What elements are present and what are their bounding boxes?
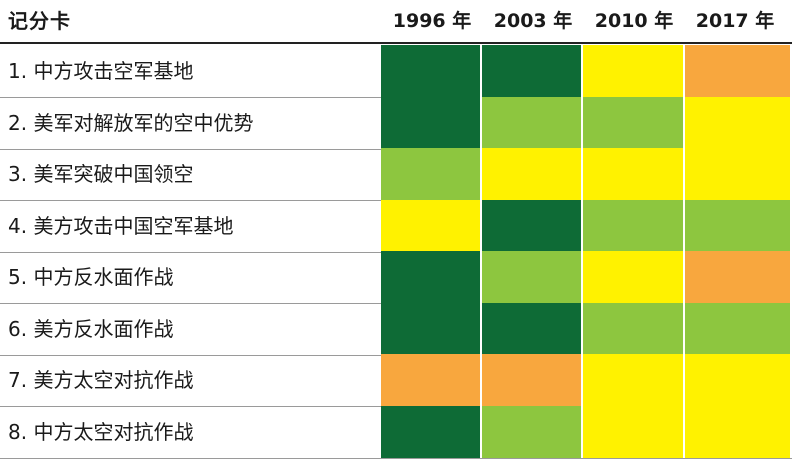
- rating-cell-2010: [583, 302, 685, 355]
- table-row: 7. 美方太空对抗作战: [0, 354, 792, 407]
- row-label: 2. 美军对解放军的空中优势: [8, 110, 254, 135]
- rating-cell-2010: [583, 148, 685, 200]
- rating-cell-2003: [482, 199, 583, 252]
- table-row: 8. 中方太空对抗作战: [0, 405, 792, 459]
- rating-cell-1996: [381, 96, 482, 149]
- rating-cell-2017: [685, 405, 792, 458]
- rating-cell-2017: [685, 148, 792, 200]
- rating-cell-1996: [381, 405, 482, 458]
- rating-cell-2017: [685, 251, 792, 303]
- table-title: 记分卡: [8, 9, 71, 33]
- rating-cell-2017: [685, 199, 792, 252]
- rating-cell-2003: [482, 148, 583, 200]
- rating-cell-2003: [482, 45, 583, 97]
- table-row: 4. 美方攻击中国空军基地: [0, 199, 792, 253]
- rating-cell-2003: [482, 354, 583, 406]
- table-row: 2. 美军对解放军的空中优势: [0, 96, 792, 150]
- rating-cell-2017: [685, 302, 792, 355]
- header-divider: [0, 42, 792, 44]
- row-label: 8. 中方太空对抗作战: [8, 419, 194, 444]
- rating-cell-2010: [583, 354, 685, 406]
- column-header-2003: 2003 年: [493, 10, 573, 32]
- row-label: 6. 美方反水面作战: [8, 316, 174, 341]
- table-header: 记分卡 1996 年 2003 年 2010 年 2017 年: [0, 0, 792, 44]
- table-row: 3. 美军突破中国领空: [0, 148, 792, 201]
- rating-cell-1996: [381, 302, 482, 355]
- row-label: 4. 美方攻击中国空军基地: [8, 213, 234, 238]
- row-label: 5. 中方反水面作战: [8, 265, 174, 289]
- rating-cell-2010: [583, 251, 685, 303]
- row-label: 1. 中方攻击空军基地: [8, 59, 194, 83]
- rating-cell-2010: [583, 45, 685, 97]
- rating-cell-1996: [381, 251, 482, 303]
- rating-cell-1996: [381, 199, 482, 252]
- row-label: 3. 美军突破中国领空: [8, 162, 194, 186]
- table-row: 1. 中方攻击空军基地: [0, 45, 792, 98]
- rating-cell-2010: [583, 199, 685, 252]
- rating-cell-2003: [482, 251, 583, 303]
- row-label: 7. 美方太空对抗作战: [8, 368, 194, 392]
- rating-cell-2010: [583, 96, 685, 149]
- rating-cell-2003: [482, 96, 583, 149]
- column-header-2010: 2010 年: [594, 10, 674, 32]
- rating-cell-2017: [685, 45, 792, 97]
- column-header-1996: 1996 年: [392, 10, 472, 32]
- column-header-2017: 2017 年: [695, 10, 775, 32]
- rating-cell-2003: [482, 405, 583, 458]
- rating-cell-2017: [685, 96, 792, 149]
- rating-cell-1996: [381, 148, 482, 200]
- rating-cell-2010: [583, 405, 685, 458]
- rating-cell-2003: [482, 302, 583, 355]
- rating-cell-1996: [381, 45, 482, 97]
- rating-cell-2017: [685, 354, 792, 406]
- table-row: 6. 美方反水面作战: [0, 302, 792, 356]
- rating-cell-1996: [381, 354, 482, 406]
- row-divider: [0, 457, 792, 459]
- table-row: 5. 中方反水面作战: [0, 251, 792, 304]
